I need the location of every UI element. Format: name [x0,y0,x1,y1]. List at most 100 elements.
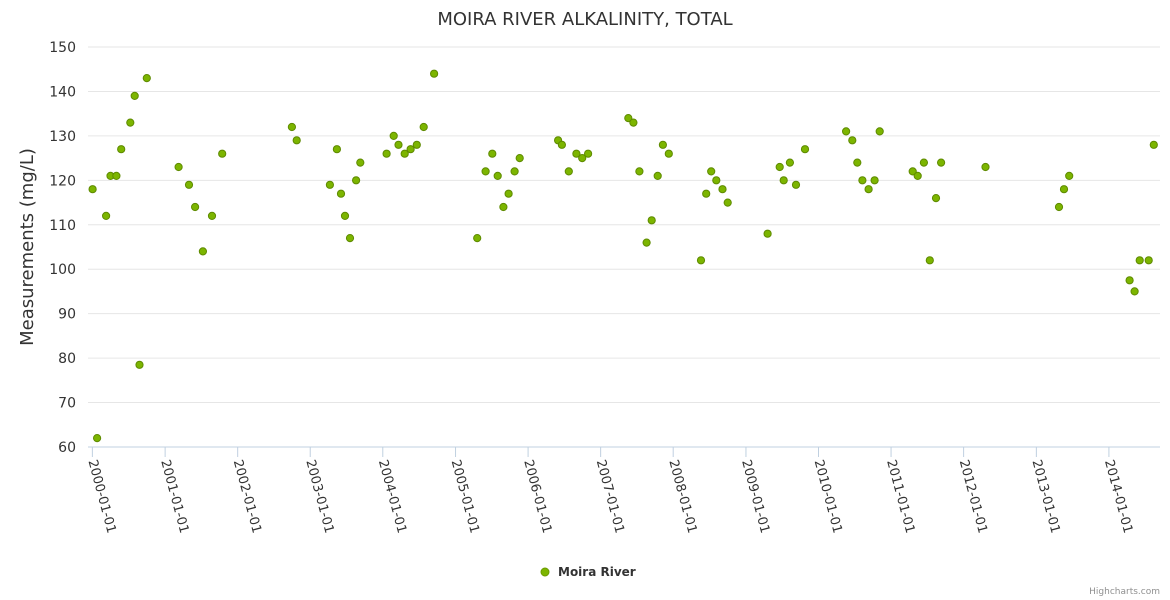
data-point[interactable] [870,176,879,185]
data-point[interactable] [925,256,934,265]
data-point[interactable] [791,180,801,189]
data-point[interactable] [635,167,644,176]
data-point[interactable] [785,158,795,167]
data-point[interactable] [504,189,513,198]
data-point[interactable] [198,247,207,256]
data-point[interactable] [325,180,334,189]
data-point[interactable] [696,256,706,265]
data-point[interactable] [394,140,403,149]
data-point[interactable] [130,91,139,101]
data-point[interactable] [707,167,716,176]
data-point[interactable] [336,189,346,198]
data-point[interactable] [564,167,573,176]
credits-link[interactable]: Highcharts.com [1089,587,1160,597]
data-point[interactable] [510,167,519,176]
data-point[interactable] [88,185,97,194]
y-axis-ticks: 60 70 80 90 100 110 120 130 140 150 [49,40,76,456]
data-point[interactable] [340,211,350,220]
data-point[interactable] [572,149,581,158]
data-point[interactable] [112,171,121,180]
legend-label[interactable]: Moira River [558,565,636,579]
data-point[interactable] [578,154,587,163]
data-point[interactable] [400,149,409,158]
y-tick-label: 110 [49,218,76,234]
data-point[interactable] [981,162,990,172]
data-point[interactable] [642,238,651,247]
data-point[interactable] [658,140,668,149]
data-point[interactable] [1054,202,1064,212]
data-point[interactable] [624,114,633,123]
data-point[interactable] [718,185,727,194]
data-point[interactable] [352,176,361,185]
data-point[interactable] [142,74,151,83]
data-point[interactable] [800,145,810,154]
y-tick-label: 130 [49,129,76,145]
data-point[interactable] [499,202,508,212]
data-point[interactable] [1144,256,1153,265]
data-point[interactable] [779,176,788,185]
x-tick-label: 2012-01-01 [956,458,990,535]
data-point[interactable] [488,149,497,158]
data-point[interactable] [135,360,144,369]
legend[interactable]: Moira River [540,565,636,579]
data-point[interactable] [723,198,732,207]
data-point[interactable] [102,211,111,220]
data-point[interactable] [191,202,200,212]
data-point[interactable] [93,434,102,443]
data-point[interactable] [1059,185,1069,194]
data-point[interactable] [406,145,415,154]
data-point[interactable] [1065,171,1074,180]
data-point[interactable] [913,171,922,180]
data-point[interactable] [653,171,662,180]
data-point[interactable] [864,185,873,194]
data-point[interactable] [419,122,428,132]
data-point[interactable] [848,136,857,145]
data-point[interactable] [875,127,884,136]
data-point[interactable] [842,127,851,136]
data-point[interactable] [218,149,227,158]
data-point[interactable] [493,171,502,180]
data-point[interactable] [174,162,183,172]
y-tick-label: 100 [49,262,76,278]
data-point[interactable] [356,158,365,167]
data-point[interactable] [937,158,946,167]
data-point[interactable] [412,140,421,149]
data-point[interactable] [389,131,398,140]
data-point[interactable] [763,229,772,238]
data-point[interactable] [702,189,711,198]
data-point[interactable] [184,180,194,189]
data-point[interactable] [287,122,296,132]
data-point[interactable] [629,118,638,127]
data-point[interactable] [473,234,482,243]
data-point[interactable] [1135,256,1144,265]
x-tick-label: 2008-01-01 [665,458,699,535]
data-point[interactable] [126,118,135,127]
data-point[interactable] [931,194,941,203]
data-point[interactable] [858,176,867,185]
data-point[interactable] [647,216,656,225]
y-axis-label: Measurements (mg/L) [17,148,38,346]
data-point[interactable] [117,145,126,154]
data-point[interactable] [481,167,490,176]
data-point[interactable] [584,149,593,158]
data-point[interactable] [332,145,341,154]
data-point[interactable] [207,211,217,220]
data-point[interactable] [292,136,301,145]
data-point[interactable] [1149,140,1158,149]
data-point[interactable] [853,158,862,167]
data-point[interactable] [515,154,524,163]
data-point[interactable] [1130,287,1139,296]
data-point[interactable] [664,149,673,158]
data-point[interactable] [919,158,929,167]
data-point[interactable] [908,167,917,176]
data-point[interactable] [345,234,355,243]
data-point[interactable] [382,149,391,158]
data-point[interactable] [1125,276,1134,285]
x-tick-label: 2010-01-01 [811,458,845,535]
gridlines [88,46,1160,448]
data-point[interactable] [430,69,439,78]
data-point[interactable] [712,176,721,185]
data-point[interactable] [557,140,567,149]
data-point[interactable] [775,162,784,172]
